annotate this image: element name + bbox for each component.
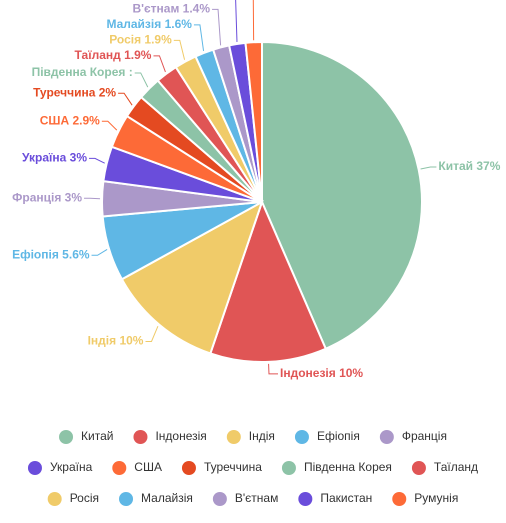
slice-label: Росія 1.9% xyxy=(109,33,172,47)
legend-item: В'єтнам xyxy=(212,491,278,506)
leader-line xyxy=(134,72,149,88)
slice-label: США 2.9% xyxy=(40,113,100,127)
legend-label: Росія xyxy=(70,491,99,505)
leader-line xyxy=(268,363,278,375)
legend-label: В'єтнам xyxy=(235,491,278,505)
legend-marker xyxy=(392,492,407,506)
slice-label: Туреччина 2% xyxy=(33,85,116,99)
legend-item: Росія xyxy=(47,491,99,506)
legend-label: Таїланд xyxy=(434,460,478,474)
legend-item: Китай xyxy=(59,429,113,444)
legend-item: Туреччина xyxy=(181,460,262,475)
slice-label: Франція 3% xyxy=(12,190,82,204)
leader-line xyxy=(89,157,105,164)
legend-marker xyxy=(294,430,309,444)
legend-item: Пакистан xyxy=(298,491,372,506)
leader-line xyxy=(235,0,238,42)
legend-marker xyxy=(59,430,74,444)
legend-marker xyxy=(298,492,313,506)
slice-label: Індія 10% xyxy=(88,334,144,348)
leader-line xyxy=(193,24,205,51)
legend-label: Туреччина xyxy=(204,460,262,474)
legend-item: Індія xyxy=(226,429,275,444)
legend-marker xyxy=(181,461,196,475)
legend-item: Малайзія xyxy=(119,491,193,506)
slice-label: Південна Корея : xyxy=(32,65,133,79)
leader-line xyxy=(153,55,166,73)
legend-label: Малайзія xyxy=(141,491,193,505)
legend-marker xyxy=(47,492,62,506)
slice-label: Китай 37% xyxy=(438,159,500,173)
leader-line xyxy=(173,39,186,60)
legend-marker xyxy=(212,492,227,506)
legend-label: Україна xyxy=(50,460,93,474)
legend-label: Ефіопія xyxy=(317,429,360,443)
slice-label: В'єтнам 1.4% xyxy=(133,2,211,16)
pie-slice xyxy=(261,40,423,351)
legend-item: Таїланд xyxy=(411,460,478,475)
legend-item: Індонезія xyxy=(133,429,207,444)
legend-label: Індія xyxy=(249,429,275,443)
legend-label: Китай xyxy=(81,429,113,443)
legend-item: США xyxy=(112,460,162,475)
legend-marker xyxy=(281,461,296,475)
legend-label: Пакистан xyxy=(320,491,372,505)
legend-marker xyxy=(133,430,148,444)
legend-item: Ефіопія xyxy=(294,429,360,444)
legend-marker xyxy=(112,461,127,475)
legend-label: США xyxy=(134,460,162,474)
slice-label: Індонезія 10% xyxy=(280,366,363,380)
legend-marker xyxy=(379,430,394,444)
legend-marker xyxy=(411,461,426,475)
leader-line xyxy=(91,249,108,256)
legend-label: Південна Корея xyxy=(304,460,392,474)
leader-line xyxy=(212,8,222,46)
legend-item: Франція xyxy=(379,429,447,444)
slice-label: Малайзія 1.6% xyxy=(106,17,192,31)
pie-slice xyxy=(120,199,264,355)
leader-line xyxy=(420,166,437,170)
legend-item: Україна xyxy=(27,460,93,475)
legend-label: Франція xyxy=(402,429,447,443)
legend-label: Румунія xyxy=(414,491,458,505)
pie-slice xyxy=(209,199,328,363)
leader-line xyxy=(101,120,118,131)
leader-line xyxy=(252,0,255,41)
legend-marker xyxy=(226,430,241,444)
leader-line xyxy=(118,92,133,106)
pie-slice xyxy=(244,40,263,203)
slice-label: Ефіопія 5.6% xyxy=(12,247,90,261)
leader-line xyxy=(145,325,159,342)
legend-label: Індонезія xyxy=(155,429,206,443)
legend-marker xyxy=(27,461,42,475)
legend-marker xyxy=(119,492,134,506)
legend-item: Південна Корея xyxy=(281,460,392,475)
slice-label: Таїланд 1.9% xyxy=(75,48,152,62)
legend-item: Румунія xyxy=(392,491,458,506)
slice-label: Україна 3% xyxy=(22,151,87,165)
